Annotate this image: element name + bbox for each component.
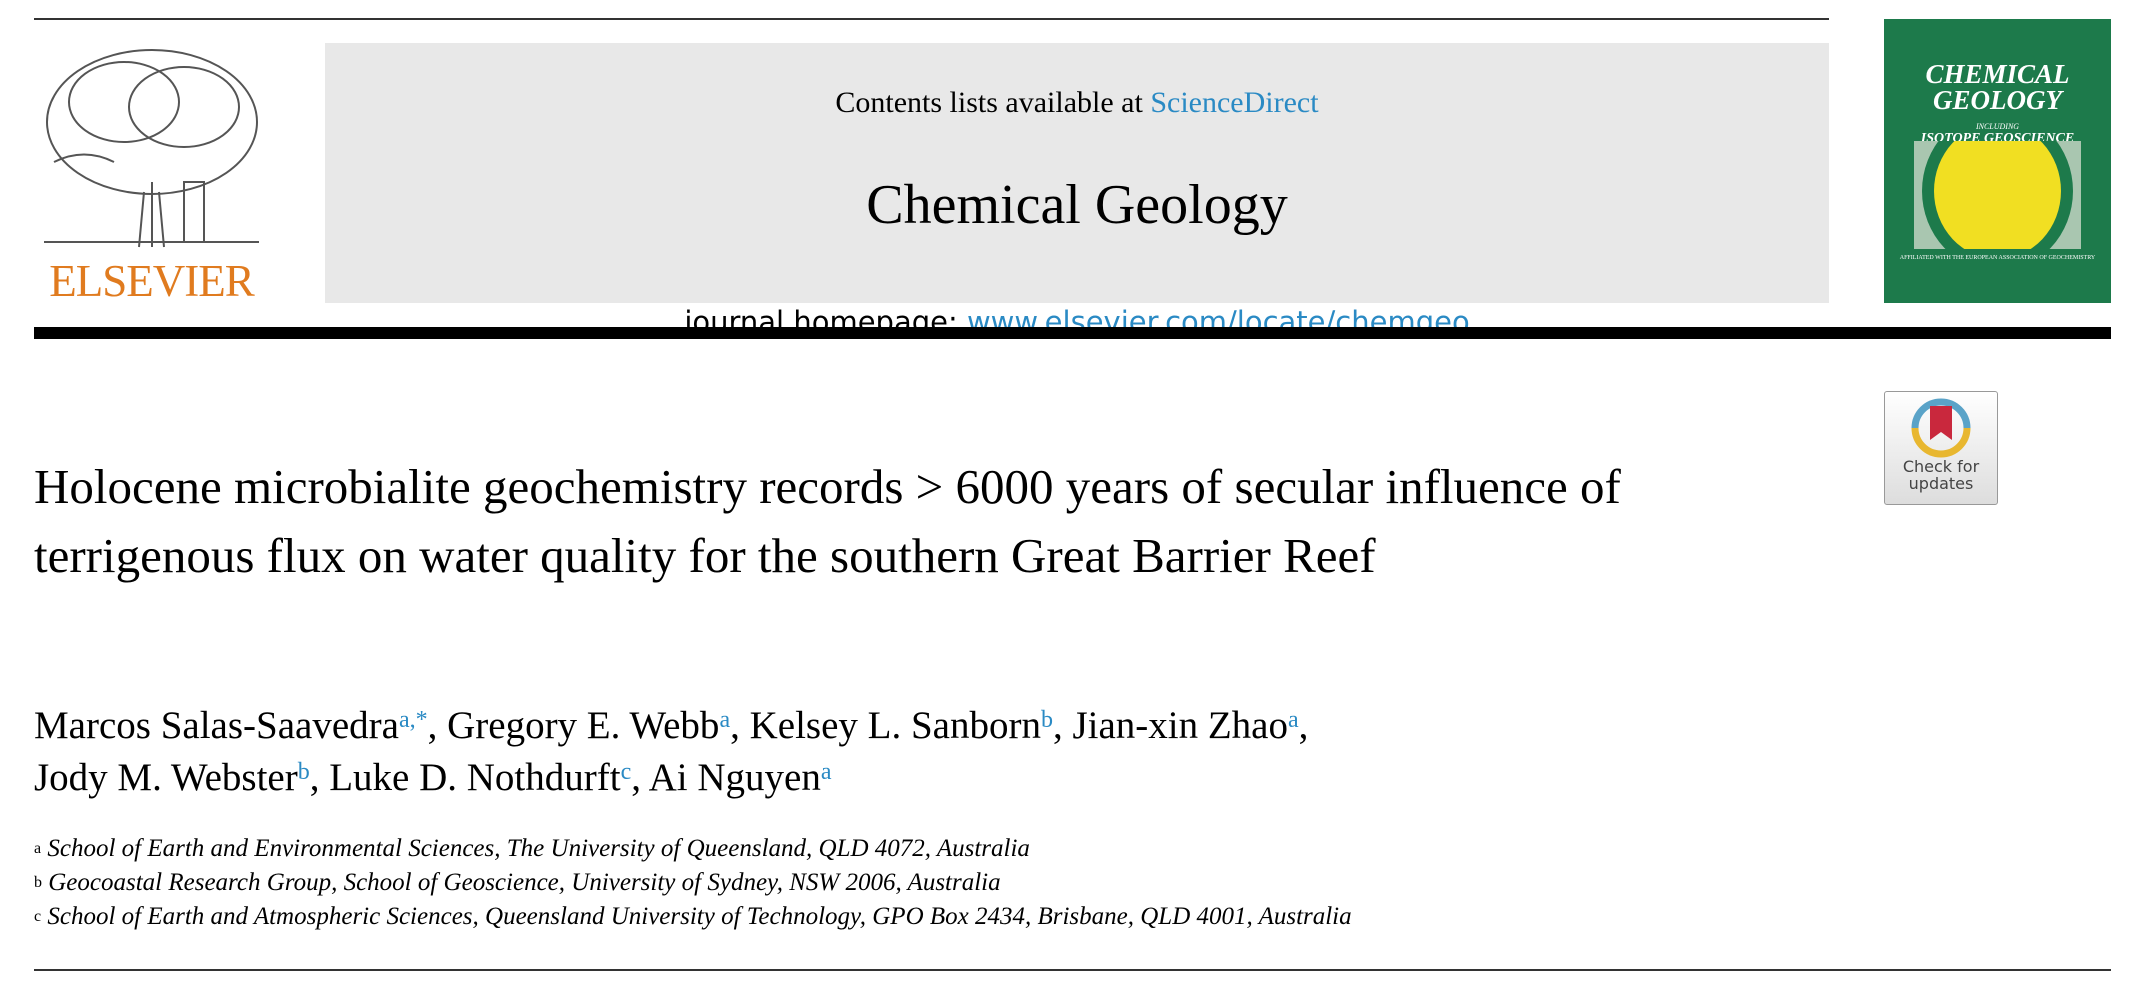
affiliation-c: c School of Earth and Atmospheric Scienc… [34, 903, 1352, 930]
contents-text: Contents lists available at [835, 86, 1151, 119]
author[interactable]: Jian-xin Zhaoa [1072, 704, 1299, 747]
cover-title: CHEMICAL GEOLOGY [1925, 59, 2070, 115]
check-updates-label: Check for updates [1902, 457, 1980, 493]
journal-banner: Contents lists available at ScienceDirec… [325, 43, 1829, 339]
journal-cover[interactable]: CHEMICAL GEOLOGY INCLUDING ISOTOPE GEOSC… [1884, 19, 2111, 303]
sciencedirect-link[interactable]: ScienceDirect [1150, 86, 1319, 119]
bottom-rule [34, 969, 2111, 971]
affiliations: a School of Earth and Environmental Scie… [34, 832, 1634, 934]
cover-affiliation: AFFILIATED WITH THE EUROPEAN ASSOCIATION… [1899, 255, 2096, 261]
check-updates-icon [1911, 398, 1971, 458]
tree-icon [44, 49, 259, 248]
contents-line: Contents lists available at ScienceDirec… [325, 85, 1829, 121]
author[interactable]: Marcos Salas-Saavedraa,* [34, 704, 428, 747]
affiliation-b: b Geocoastal Research Group, School of G… [34, 869, 1001, 896]
elsevier-logo: ELSEVIER [34, 42, 269, 307]
author[interactable]: Gregory E. Webba [447, 704, 731, 747]
affiliation-a: a School of Earth and Environmental Scie… [34, 835, 1030, 862]
publisher-name: ELSEVIER [49, 256, 254, 306]
author[interactable]: Kelsey L. Sanbornb [749, 704, 1053, 747]
author[interactable]: Jody M. Websterb [34, 756, 310, 799]
author[interactable]: Luke D. Nothdurftc [329, 756, 632, 799]
top-rule [34, 18, 1829, 20]
journal-title: Chemical Geology [866, 174, 1288, 236]
header-bar [34, 327, 2111, 339]
check-for-updates-button[interactable]: Check for updates [1884, 391, 1998, 505]
author-list: Marcos Salas-Saavedraa,*, Gregory E. Web… [34, 704, 1309, 799]
article-title: Holocene microbialite geochemistry recor… [34, 459, 1621, 583]
author[interactable]: Ai Nguyena [648, 756, 832, 799]
cover-graphic [1914, 141, 2081, 249]
cover-including: INCLUDING [1975, 122, 2020, 131]
